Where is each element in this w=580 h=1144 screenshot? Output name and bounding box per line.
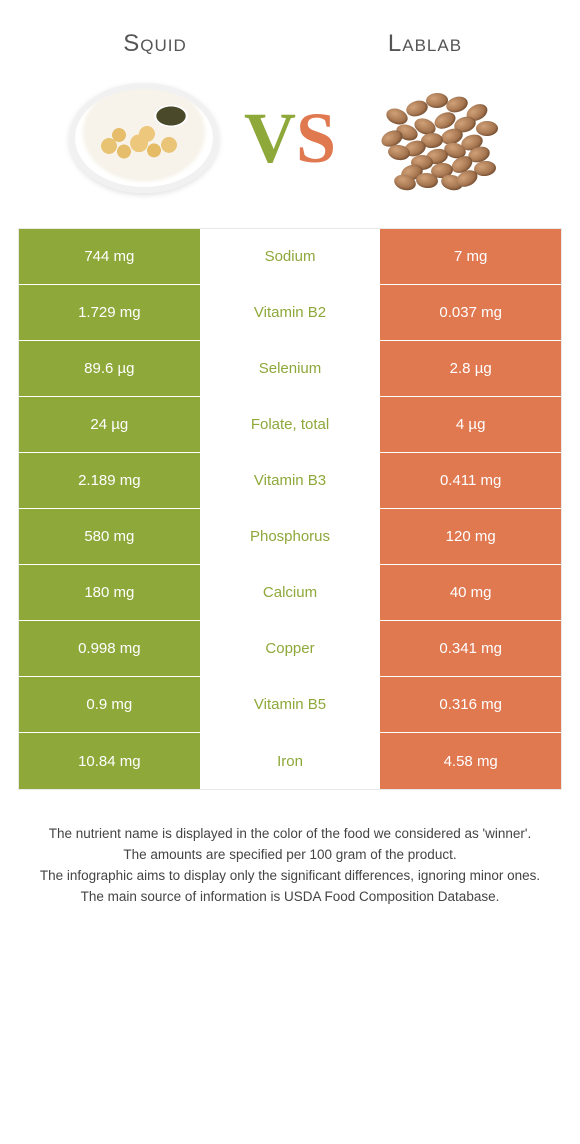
left-value: 2.189 mg (19, 453, 200, 508)
right-food-image (356, 78, 516, 198)
right-value: 0.037 mg (380, 285, 561, 340)
left-value: 24 µg (19, 397, 200, 452)
nutrient-label: Vitamin B2 (200, 285, 381, 340)
right-value: 4.58 mg (380, 733, 561, 789)
vs-row: VS (0, 68, 580, 228)
table-row: 0.9 mgVitamin B50.316 mg (19, 677, 561, 733)
left-value: 0.9 mg (19, 677, 200, 732)
nutrient-table: 744 mgSodium7 mg1.729 mgVitamin B20.037 … (18, 228, 562, 790)
left-value: 180 mg (19, 565, 200, 620)
vs-s: S (296, 98, 336, 178)
right-value: 40 mg (380, 565, 561, 620)
nutrient-label: Vitamin B3 (200, 453, 381, 508)
nutrient-label: Phosphorus (200, 509, 381, 564)
table-row: 10.84 mgIron4.58 mg (19, 733, 561, 789)
table-row: 1.729 mgVitamin B20.037 mg (19, 285, 561, 341)
vs-v: V (244, 98, 296, 178)
left-value: 1.729 mg (19, 285, 200, 340)
nutrient-label: Calcium (200, 565, 381, 620)
table-row: 89.6 µgSelenium2.8 µg (19, 341, 561, 397)
table-row: 580 mgPhosphorus120 mg (19, 509, 561, 565)
left-food-image (64, 78, 224, 198)
right-value: 0.411 mg (380, 453, 561, 508)
left-value: 0.998 mg (19, 621, 200, 676)
footer-line: The nutrient name is displayed in the co… (30, 824, 550, 845)
left-value: 10.84 mg (19, 733, 200, 789)
nutrient-label: Iron (200, 733, 381, 789)
lablab-beans-icon (356, 83, 516, 193)
table-row: 0.998 mgCopper0.341 mg (19, 621, 561, 677)
footer-line: The amounts are specified per 100 gram o… (30, 845, 550, 866)
right-value: 7 mg (380, 229, 561, 284)
left-food-title: Squid (20, 30, 290, 58)
footer-notes: The nutrient name is displayed in the co… (0, 790, 580, 908)
left-value: 580 mg (19, 509, 200, 564)
table-row: 180 mgCalcium40 mg (19, 565, 561, 621)
nutrient-label: Selenium (200, 341, 381, 396)
nutrient-label: Sodium (200, 229, 381, 284)
nutrient-label: Vitamin B5 (200, 677, 381, 732)
table-row: 744 mgSodium7 mg (19, 229, 561, 285)
right-value: 120 mg (380, 509, 561, 564)
left-value: 89.6 µg (19, 341, 200, 396)
nutrient-label: Folate, total (200, 397, 381, 452)
right-food-title: Lablab (290, 30, 560, 58)
vs-label: VS (244, 97, 336, 180)
left-value: 744 mg (19, 229, 200, 284)
right-value: 2.8 µg (380, 341, 561, 396)
nutrient-label: Copper (200, 621, 381, 676)
table-row: 2.189 mgVitamin B30.411 mg (19, 453, 561, 509)
footer-line: The main source of information is USDA F… (30, 887, 550, 908)
titles-row: Squid Lablab (0, 0, 580, 68)
right-value: 0.316 mg (380, 677, 561, 732)
right-value: 0.341 mg (380, 621, 561, 676)
footer-line: The infographic aims to display only the… (30, 866, 550, 887)
table-row: 24 µgFolate, total4 µg (19, 397, 561, 453)
right-value: 4 µg (380, 397, 561, 452)
squid-plate-icon (69, 83, 219, 193)
